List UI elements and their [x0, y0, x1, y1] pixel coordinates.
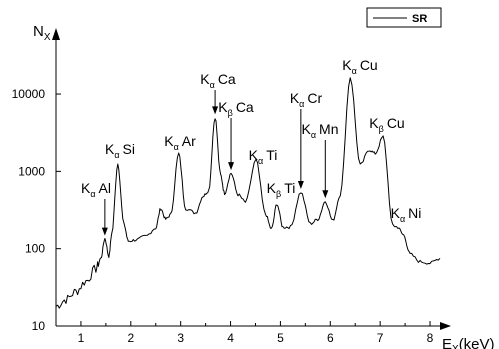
peak-label: Kα Mn — [302, 121, 339, 140]
peak-label: Kα Si — [105, 141, 135, 160]
peak-label: Kα Cu — [342, 57, 377, 76]
x-tick-label: 6 — [327, 331, 334, 345]
y-tick-label: 10000 — [12, 87, 46, 101]
peak-label: Kβ Ca — [218, 99, 254, 118]
x-tick-label: 1 — [78, 331, 85, 345]
peak-label: Kα Al — [81, 180, 111, 199]
peak-label: Kα Ca — [200, 71, 236, 90]
peak-arrowhead — [322, 190, 329, 199]
y-tick-label: 10 — [32, 319, 46, 333]
peak-arrowhead — [212, 106, 219, 115]
peak-label: Kβ Cu — [369, 115, 404, 134]
peak-label: Kα Ni — [391, 205, 422, 224]
y-tick-label: 100 — [25, 242, 45, 256]
x-tick-label: 8 — [427, 331, 434, 345]
x-tick-label: 4 — [227, 331, 234, 345]
legend: SR — [366, 7, 442, 28]
peak-annotations: Kα Al Kα Si Kα Ar Kα Ca Kβ Ca Kα Ti Kβ Ti Kα Cr Kα Mn Kα Cu… — [81, 57, 421, 236]
x-tick-label: 3 — [177, 331, 184, 345]
legend-label: SR — [412, 13, 427, 25]
peak-label: Kα Ar — [164, 133, 196, 152]
x-tick-label: 7 — [377, 331, 384, 345]
x-tick-label: 5 — [277, 331, 284, 345]
x-tick-label: 2 — [127, 331, 134, 345]
peak-label: Kβ Ti — [267, 180, 296, 199]
axis-ticks: 1 2 3 4 5 6 7 8 10 100 1000 10000 — [12, 87, 434, 345]
peak-arrowhead — [101, 227, 108, 236]
y-tick-label: 1000 — [18, 164, 45, 178]
y-axis-title: NX — [33, 23, 51, 43]
x-axis-arrow — [440, 322, 451, 330]
x-axis-title: EX(keV) — [442, 336, 495, 349]
peak-label: Kα Cr — [290, 90, 323, 109]
y-axis-arrow — [52, 28, 60, 40]
peak-arrowhead — [228, 162, 235, 171]
peak-label: Kα Ti — [249, 147, 278, 166]
series-group — [55, 77, 441, 309]
series-line — [55, 77, 441, 309]
peak-arrowhead — [297, 181, 304, 190]
